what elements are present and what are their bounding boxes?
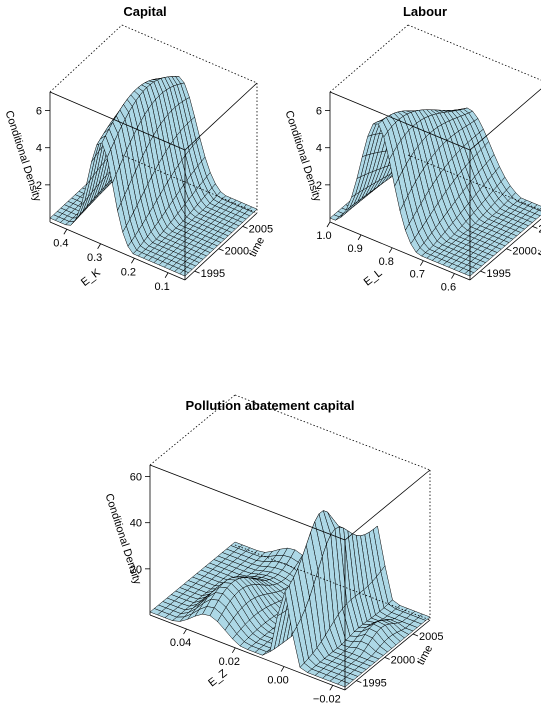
x-tick-label: 0.9	[347, 243, 362, 255]
x-tick-label: 0.02	[219, 656, 240, 668]
z-tick-label: 2	[36, 180, 42, 192]
box-edge-dotted	[49, 24, 123, 93]
z-tick-label: 60	[130, 472, 142, 484]
time-tick	[412, 633, 419, 637]
x-tick-label: 0.6	[441, 282, 456, 294]
x-axis-label: E_L	[362, 267, 385, 289]
x-tick	[63, 229, 68, 235]
x-tick-label: 0.04	[170, 637, 191, 649]
time-tick	[384, 656, 390, 660]
box-edge	[344, 469, 431, 541]
time-tick-label: 1995	[362, 678, 386, 690]
x-tick-label: 0.2	[121, 266, 136, 278]
box-edge	[184, 82, 258, 151]
x-tick-label: 0.00	[267, 675, 288, 687]
z-tick-label: 40	[130, 518, 142, 530]
x-tick	[329, 685, 334, 691]
x-tick	[97, 243, 101, 249]
x-tick-label: 1.0	[316, 230, 331, 242]
x-axis-label: E_Z	[206, 667, 230, 689]
z-tick-label: 6	[36, 106, 42, 118]
x-tick	[280, 666, 285, 672]
time-axis-label: time	[247, 235, 267, 259]
surface-facet	[464, 270, 475, 277]
z-tick-label: 4	[36, 143, 42, 155]
x-tick	[164, 272, 169, 278]
x-tick	[183, 628, 187, 635]
x-tick	[419, 260, 424, 266]
time-tick-label: 2005	[249, 223, 273, 235]
x-tick-label: 0.3	[87, 252, 102, 264]
time-tick-label: 2005	[538, 223, 541, 235]
surface-facet	[337, 680, 350, 688]
box-edge-dotted	[329, 24, 409, 93]
time-tick-label: 2000	[225, 246, 249, 258]
x-tick-label: 0.4	[53, 237, 68, 249]
box-edge	[49, 91, 186, 151]
surface-facet	[179, 270, 190, 277]
time-tick-label: 1995	[201, 268, 225, 280]
time-tick	[356, 680, 362, 684]
x-tick	[231, 647, 236, 654]
chart-title-labour: Labour	[402, 4, 448, 19]
z-axis-label: Conditional Density	[3, 109, 44, 203]
box-edge	[329, 91, 471, 151]
z-axis-label: Conditional Density	[283, 109, 324, 203]
chart-title-pollution: Pollution abatement capital	[185, 398, 355, 413]
time-tick	[480, 270, 486, 274]
time-tick-label: 2000	[512, 246, 536, 258]
box-edge	[344, 619, 431, 691]
time-tick	[218, 248, 224, 252]
time-tick	[194, 270, 200, 274]
time-axis-label: time	[536, 235, 541, 259]
z-tick-label: 4	[316, 143, 322, 155]
z-axis-label: Conditional Density	[103, 492, 144, 586]
chart-title-capital: Capital	[123, 4, 167, 19]
box-edge	[49, 221, 186, 281]
x-tick	[326, 221, 331, 228]
plot-panel-capital	[49, 76, 258, 277]
z-tick-label: 6	[316, 106, 322, 118]
box-edge	[469, 88, 541, 151]
box-edge-dotted	[407, 154, 541, 211]
box-edge	[469, 218, 541, 281]
x-tick-label: 0.8	[379, 256, 394, 268]
plot-panel-labour	[329, 107, 541, 277]
x-tick-label: 0.7	[410, 269, 425, 281]
z-tick-label: 20	[130, 564, 142, 576]
box-edge-dotted	[234, 394, 431, 471]
time-tick	[506, 248, 512, 252]
z-tick-label: 2	[316, 180, 322, 192]
time-tick-label: 2000	[391, 654, 415, 666]
plot-panel-pollution	[149, 510, 431, 688]
x-tick-label: 0.1	[154, 281, 169, 293]
box-edge-dotted	[149, 394, 236, 466]
x-tick	[451, 273, 455, 279]
time-tick-label: 1995	[486, 268, 510, 280]
time-tick	[242, 226, 248, 229]
box-edge	[149, 464, 346, 541]
x-axis-label: E_K	[79, 266, 103, 289]
x-tick-label: −0.02	[313, 693, 341, 705]
time-axis-label: time	[415, 643, 435, 667]
box-edge	[329, 221, 471, 281]
time-tick	[532, 226, 538, 229]
x-tick	[131, 258, 135, 264]
x-tick	[388, 247, 393, 253]
time-tick-label: 2005	[419, 631, 443, 643]
x-tick	[357, 234, 362, 241]
box-edge	[149, 614, 346, 691]
box-edge	[184, 212, 258, 281]
box-edge-dotted	[407, 24, 541, 81]
box-edge-dotted	[121, 24, 258, 84]
